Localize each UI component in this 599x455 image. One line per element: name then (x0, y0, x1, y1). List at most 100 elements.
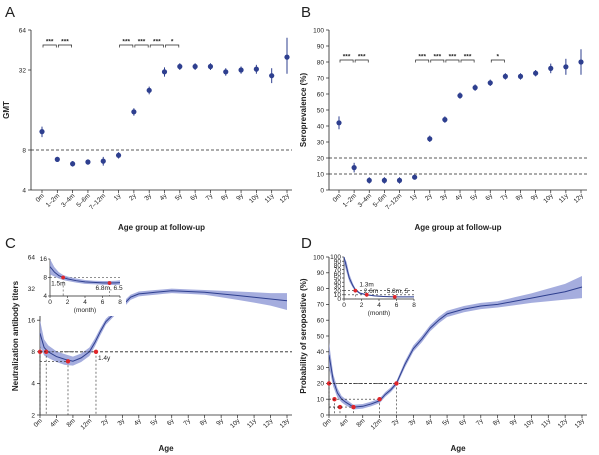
y-tick-label: 70 (317, 75, 325, 82)
significance-label: *** (358, 54, 366, 61)
data-point (70, 161, 76, 167)
data-point (366, 177, 372, 183)
significance-label: *** (122, 39, 130, 46)
x-tick-label: 8m (355, 417, 366, 428)
marker-point (377, 397, 382, 402)
inset-x-tick-label: 4 (83, 299, 87, 306)
significance-label: * (497, 54, 500, 61)
significance-label: * (171, 39, 174, 46)
x-tick-label: 12y (573, 192, 586, 205)
y-tick-label: 40 (317, 349, 325, 356)
y-tick-label: 50 (317, 107, 325, 114)
x-tick-label: 3–4m (357, 192, 373, 208)
x-tick-label: 13y (279, 417, 292, 430)
confidence-band (40, 288, 287, 366)
inset-marker-point (392, 295, 397, 299)
x-tick-label: 7y (475, 417, 485, 427)
y-tick-label: 2 (31, 412, 35, 419)
inset-marker-label: 5.8m, 5 (387, 288, 409, 295)
x-tick-label: 0m (332, 192, 343, 203)
significance-bracket (415, 59, 430, 63)
data-point (223, 69, 229, 75)
inset-y-tick-label: 4 (43, 293, 47, 300)
x-tick-label: 5y (441, 417, 451, 427)
y-tick-label: 64 (19, 27, 27, 34)
y-tick-label: 50 (317, 333, 325, 340)
inset-marker-label: 1.5m (51, 281, 65, 288)
inset-marker-point (353, 288, 358, 293)
y-tick-label: 10 (317, 171, 325, 178)
significance-label: *** (343, 54, 351, 61)
y-tick-label: 4 (31, 381, 35, 388)
significance-bracket (430, 59, 445, 63)
data-point (396, 177, 403, 183)
panel-b: B01020304050607080901000m1–2m3–4m5–6m7–1… (299, 4, 587, 232)
data-point (442, 117, 448, 123)
x-tick-label: 5y (174, 192, 184, 202)
y-tick-label: 100 (313, 254, 324, 261)
panel-letter: C (5, 235, 16, 252)
x-tick-label: 6y (166, 417, 176, 427)
y-tick-label: 80 (317, 286, 325, 293)
inset-y-tick-label: 80 (334, 263, 342, 270)
x-tick-label: 10y (542, 192, 555, 205)
x-tick-label: 12y (557, 417, 570, 430)
inset-x-tick-label: 8 (412, 302, 416, 309)
inset-y-tick-label: 100 (330, 254, 341, 261)
x-tick-label: 1–2m (45, 192, 61, 208)
y-tick-label: 30 (317, 139, 325, 146)
y-axis-title: GMT (2, 101, 11, 119)
y-tick-label: 100 (313, 27, 324, 34)
x-tick-label: 0m (35, 192, 46, 203)
x-tick-label: 11y (246, 417, 259, 430)
x-axis-title: Age group at follow-up (118, 223, 205, 232)
marker-point (394, 381, 399, 386)
y-tick-label: 8 (22, 147, 26, 154)
inset-x-axis-title: (month) (368, 310, 390, 317)
x-tick-label: 7–12m (384, 192, 403, 211)
data-point (238, 67, 244, 73)
inset-x-tick-label: 0 (342, 302, 346, 309)
x-axis-title: Age group at follow-up (414, 223, 501, 232)
marker-point (337, 404, 343, 410)
x-tick-label: 0m (33, 417, 44, 428)
data-point (100, 158, 106, 164)
y-tick-label: 60 (317, 91, 325, 98)
x-tick-label: 1y (409, 192, 419, 202)
x-axis-title: Age (450, 444, 466, 453)
data-point (336, 120, 342, 126)
y-tick-label: 40 (317, 123, 325, 130)
data-point (502, 73, 508, 79)
data-point (578, 59, 584, 65)
inset-x-axis-title: (month) (74, 307, 96, 314)
x-tick-label: 9y (509, 417, 519, 427)
y-tick-label: 0 (320, 187, 324, 194)
inset-x-tick-label: 8 (118, 299, 122, 306)
x-tick-label: 6y (484, 192, 494, 202)
inset-y-tick-label: 10 (334, 292, 342, 299)
x-tick-label: 2y (128, 192, 138, 202)
significance-bracket (42, 44, 57, 48)
x-tick-label: 11y (264, 192, 277, 205)
significance-bracket (149, 44, 164, 48)
inset-y-tick-label: 0 (337, 296, 341, 303)
x-tick-label: 3y (143, 192, 153, 202)
data-point (54, 156, 60, 162)
data-point (517, 73, 524, 79)
inset-marker-label: 6.8m, 6.5 (96, 285, 123, 292)
x-tick-label: 5y (469, 192, 479, 202)
confidence-band (329, 275, 582, 410)
marker-point (93, 349, 99, 354)
inset-x-tick-label: 2 (360, 302, 364, 309)
data-point (563, 64, 569, 70)
inset-y-tick-label: 8 (43, 275, 47, 282)
marker-point (65, 359, 71, 364)
x-tick-label: 8y (515, 192, 525, 202)
x-tick-label: 2y (100, 417, 110, 427)
data-point (351, 165, 357, 171)
panel-letter: B (301, 4, 311, 21)
x-tick-label: 11y (558, 192, 571, 205)
x-tick-label: 12m (79, 417, 93, 431)
